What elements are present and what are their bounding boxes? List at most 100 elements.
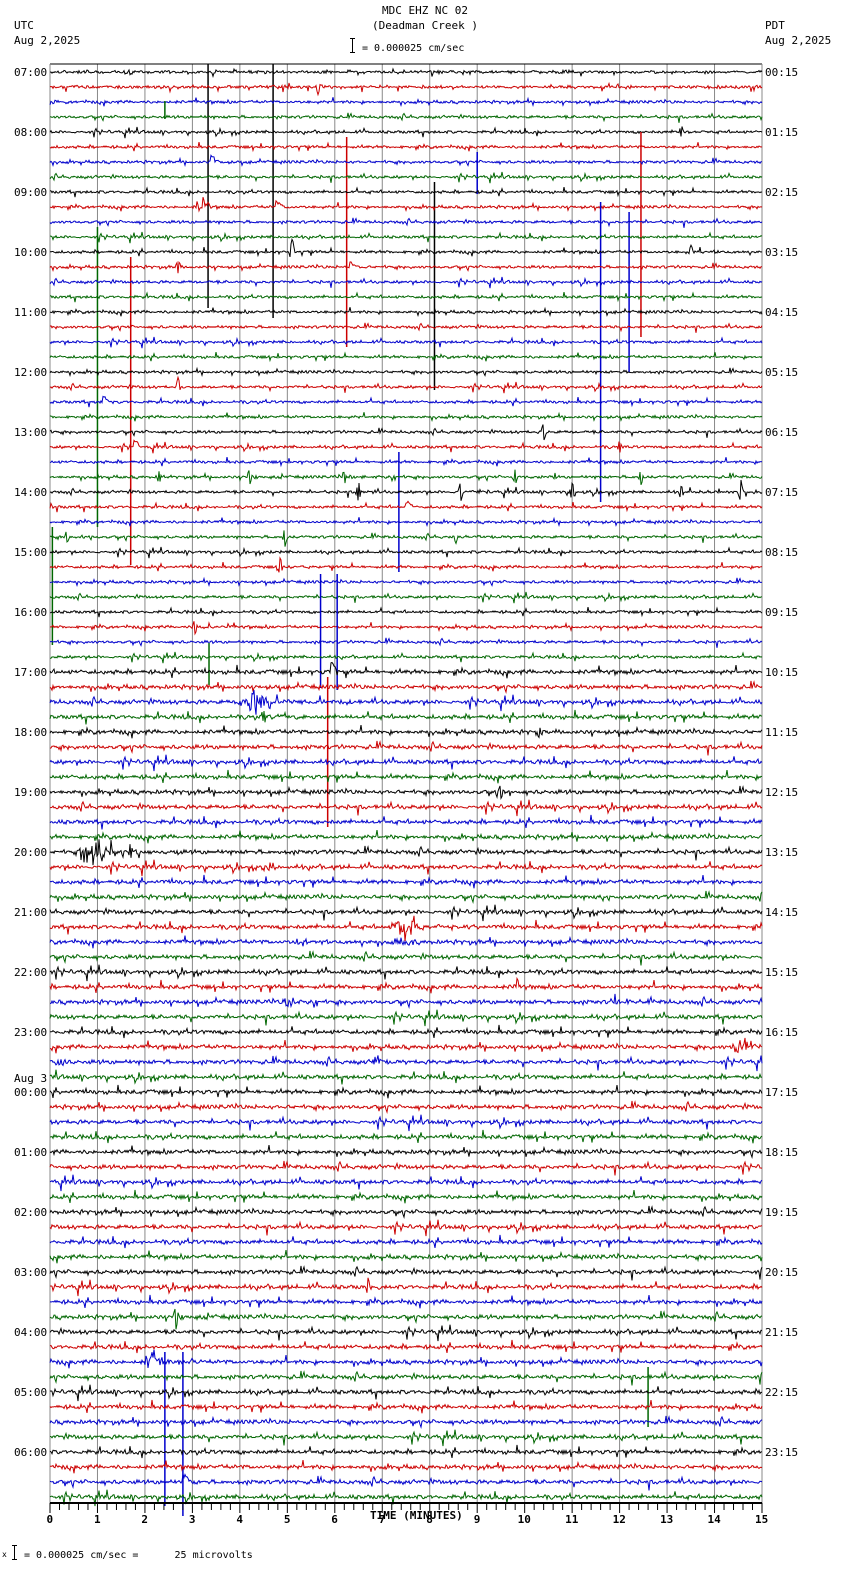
seismic-trace xyxy=(50,231,763,244)
seismic-trace xyxy=(49,661,763,679)
x-tick-label: 0 xyxy=(46,1513,54,1526)
utc-hour-label: 21:00 xyxy=(14,906,48,919)
utc-hour-label: 12:00 xyxy=(14,366,48,379)
x-tick-label: 6 xyxy=(331,1513,338,1526)
utc-hour-label: 05:00 xyxy=(14,1386,48,1399)
seismic-trace xyxy=(49,689,763,715)
seismic-trace xyxy=(49,680,763,695)
seismic-trace xyxy=(49,1339,763,1354)
seismic-trace xyxy=(49,950,763,966)
x-tick-label: 13 xyxy=(660,1513,674,1526)
scale-bar-cap-top xyxy=(350,38,355,39)
scale-bar-icon xyxy=(352,38,353,53)
pdt-hour-label: 07:15 xyxy=(765,486,799,499)
utc-hour-label: 19:00 xyxy=(14,786,48,799)
seismic-trace xyxy=(49,725,763,739)
seismic-trace xyxy=(49,606,763,618)
seismic-trace xyxy=(49,237,763,258)
seismic-trace xyxy=(49,479,763,501)
seismic-trace xyxy=(49,291,763,303)
utc-hour-label: 00:00 xyxy=(14,1086,48,1099)
x-tick-label: 2 xyxy=(141,1513,149,1526)
seismic-trace xyxy=(49,1219,763,1237)
station-title: MDC EHZ NC 02 xyxy=(381,4,469,17)
seismic-trace xyxy=(49,197,763,213)
seismic-trace xyxy=(49,260,762,274)
seismic-trace xyxy=(49,546,763,559)
seismic-trace xyxy=(49,1069,763,1085)
pdt-hour-label: 17:15 xyxy=(765,1086,799,1099)
seismic-trace xyxy=(49,1399,763,1414)
seismic-trace xyxy=(49,1114,763,1132)
seismic-trace xyxy=(49,395,763,408)
pdt-hour-label: 08:15 xyxy=(765,546,799,559)
seismic-trace xyxy=(49,769,763,784)
utc-hour-label: 22:00 xyxy=(14,966,48,979)
seismic-trace xyxy=(49,576,763,588)
seismic-trace xyxy=(49,306,763,318)
pdt-hour-label: 09:15 xyxy=(765,606,799,619)
seismic-trace xyxy=(49,874,763,889)
seismic-trace xyxy=(49,1429,763,1447)
footer-scale-text: = 0.000025 cm/sec = 25 microvolts xyxy=(24,1550,253,1561)
footer-scale: x = 0.000025 cm/sec = 25 microvolts xyxy=(2,1545,402,1561)
pdt-hour-label: 11:15 xyxy=(765,726,799,739)
seismic-trace xyxy=(49,1384,763,1402)
pdt-hour-label: 21:15 xyxy=(765,1326,799,1339)
pdt-hour-label: 19:15 xyxy=(765,1206,799,1219)
seismic-trace xyxy=(49,621,763,636)
pdt-hour-label: 16:15 xyxy=(765,1026,799,1039)
seismic-trace xyxy=(49,1489,763,1507)
seismic-trace xyxy=(49,830,763,844)
utc-hour-label: 01:00 xyxy=(14,1146,48,1159)
seismic-trace xyxy=(50,799,763,817)
seismic-trace xyxy=(49,1129,763,1144)
x-axis-label: TIME (MINUTES) xyxy=(370,1509,463,1522)
seismic-trace xyxy=(50,993,763,1010)
x-tick-label: 12 xyxy=(612,1513,626,1526)
seismic-trace xyxy=(50,651,763,664)
seismic-trace xyxy=(49,375,763,394)
seismic-trace xyxy=(49,964,763,982)
seismic-trace xyxy=(49,740,763,756)
seismic-trace xyxy=(49,1370,763,1386)
seismic-trace xyxy=(49,890,763,905)
utc-hour-label: 03:00 xyxy=(14,1266,48,1279)
seismic-trace xyxy=(49,1473,763,1491)
seismic-trace xyxy=(49,1009,763,1027)
x-tick-label: 15 xyxy=(755,1513,769,1526)
utc-hour-label: 02:00 xyxy=(14,1206,48,1219)
x-tick-label: 11 xyxy=(565,1513,579,1526)
pdt-hour-label: 00:15 xyxy=(765,66,799,79)
utc-hour-label: 09:00 xyxy=(14,186,48,199)
utc-hour-label: 14:00 xyxy=(14,486,48,499)
seismic-trace xyxy=(49,456,763,468)
seismic-trace xyxy=(49,141,763,153)
seismic-trace xyxy=(49,516,763,528)
utc-hour-label: 06:00 xyxy=(14,1446,48,1459)
seismic-trace xyxy=(49,366,763,378)
seismic-trace xyxy=(49,171,763,184)
seismic-trace xyxy=(49,217,763,228)
seismic-trace xyxy=(49,322,763,333)
utc-hour-label: 10:00 xyxy=(14,246,48,259)
utc-hour-label: 04:00 xyxy=(14,1326,48,1339)
pdt-hour-label: 20:15 xyxy=(765,1266,799,1279)
scale-bar-icon xyxy=(14,1545,15,1560)
pdt-hour-label: 03:15 xyxy=(765,246,799,259)
x-tick-label: 3 xyxy=(188,1513,196,1526)
seismic-trace xyxy=(49,1324,763,1342)
pdt-hour-label: 15:15 xyxy=(765,966,799,979)
utc-hour-label: 13:00 xyxy=(14,426,48,439)
header-scale-text: = 0.000025 cm/sec xyxy=(362,43,465,54)
seismic-trace xyxy=(49,785,763,800)
x-tick-label: 10 xyxy=(517,1513,531,1526)
seismic-trace xyxy=(49,556,763,573)
seismic-trace xyxy=(49,976,763,994)
seismic-trace xyxy=(49,81,763,97)
pdt-hour-label: 01:15 xyxy=(765,126,799,139)
pdt-hour-label: 12:15 xyxy=(765,786,799,799)
left-date: Aug 2,2025 xyxy=(14,34,81,47)
seismic-trace xyxy=(49,1234,763,1249)
x-tick-label: 5 xyxy=(283,1513,291,1526)
